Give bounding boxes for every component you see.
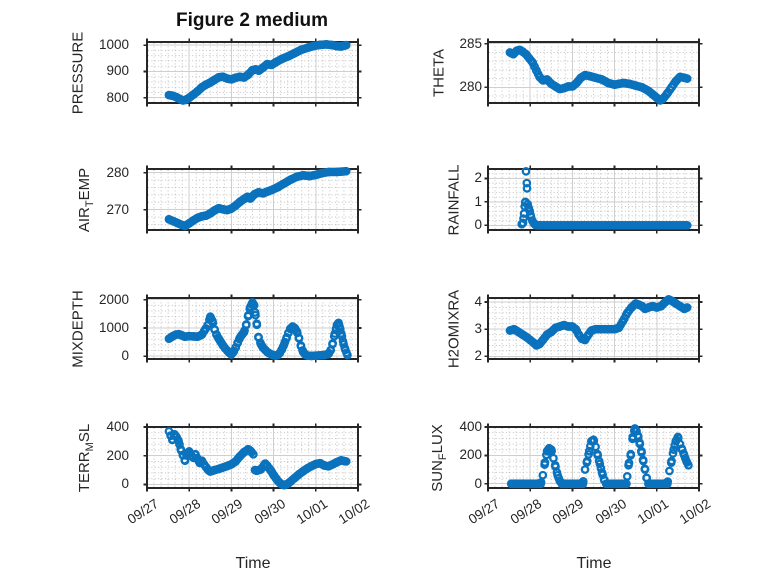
y-tick-label: 900 — [106, 63, 129, 79]
x-axis-title-right: Time — [576, 555, 612, 572]
y-tick-label: 2000 — [98, 291, 129, 307]
plot-box — [484, 423, 703, 492]
ylabel-rainfall: RAINFALL — [445, 164, 463, 235]
subplot-h2omixra — [484, 294, 703, 363]
y-tick-label: 4 — [474, 294, 482, 310]
y-tick-label: 0 — [474, 475, 482, 491]
ylabel-mixdepth: MIXDEPTH — [69, 289, 87, 368]
subplot-pressure — [143, 38, 362, 107]
scatter-series-rainfall — [517, 167, 692, 230]
scatter-series-h2omixra — [505, 295, 692, 350]
scatter-series-sun_flux — [506, 424, 693, 489]
subplot-sun_flux — [484, 423, 703, 492]
plot-box — [484, 38, 703, 107]
y-tick-label: 400 — [459, 419, 482, 434]
minor-grid — [489, 428, 698, 487]
ylabel-pressure: PRESSURE — [69, 31, 87, 114]
y-tick-label: 200 — [459, 447, 482, 463]
y-tick-label: 2 — [474, 170, 482, 186]
plot-box — [143, 165, 362, 234]
major-grid — [488, 42, 699, 103]
ylabel-air_temp: AIRTEMP — [75, 167, 96, 232]
ylabel-terr_msl: TERRMSL — [75, 423, 96, 492]
subplot-rainfall — [484, 165, 703, 234]
y-tick-label: 3 — [474, 321, 482, 337]
plot-box — [484, 294, 703, 363]
plot-box — [143, 294, 362, 363]
y-tick-label: 1000 — [98, 37, 129, 53]
y-tick-label: 0 — [474, 217, 482, 233]
y-tick-label: 285 — [459, 35, 482, 51]
plot-box — [484, 165, 703, 234]
y-tick-label: 280 — [106, 164, 129, 180]
y-tick-label: 270 — [106, 201, 129, 217]
y-tick-label: 1 — [474, 193, 482, 209]
y-tick-label: 0 — [121, 476, 129, 492]
y-tick-label: 400 — [106, 419, 129, 434]
scatter-series-terr_msl — [164, 426, 351, 490]
scatter-series-air_temp — [164, 166, 351, 231]
scatter-series-theta — [505, 45, 692, 105]
y-tick-label: 0 — [121, 348, 129, 364]
ylabel-sun_flux: SUNFLUX — [428, 423, 449, 492]
subplot-air_temp — [143, 165, 362, 234]
y-tick-label: 1000 — [98, 319, 129, 335]
x-axis-title-left: Time — [235, 555, 271, 572]
y-tick-label: 800 — [106, 89, 129, 105]
subplot-theta — [484, 38, 703, 107]
y-tick-label: 2 — [474, 348, 482, 364]
scatter-series-mixdepth — [164, 298, 352, 361]
subplot-mixdepth — [143, 294, 362, 363]
subplot-terr_msl — [143, 423, 362, 492]
scatter-series-pressure — [164, 40, 351, 105]
figure-title: Figure 2 medium — [175, 10, 329, 31]
y-tick-label: 200 — [106, 447, 129, 463]
y-tick-label: 280 — [459, 79, 482, 95]
minor-grid — [148, 43, 357, 102]
plot-box — [143, 423, 362, 492]
ylabel-theta: THETA — [430, 48, 448, 97]
ylabel-h2omixra: H2OMIXRA — [445, 289, 463, 368]
